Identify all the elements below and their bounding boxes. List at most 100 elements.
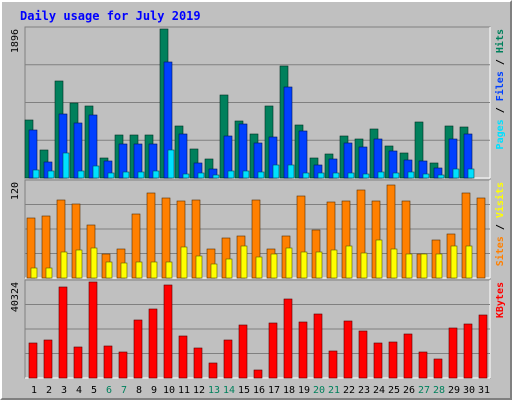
bar-visits-day-28	[435, 253, 443, 279]
bar-visits-day-21	[330, 249, 338, 279]
x-tick-label-day-19: 19	[298, 385, 310, 396]
bar-kbytes-day-23	[358, 330, 368, 379]
x-tick-label-day-14: 14	[223, 385, 235, 396]
bar-files-day-15	[238, 123, 248, 179]
bar-kbytes-day-11	[178, 335, 188, 379]
x-tick-label-day-15: 15	[238, 385, 250, 396]
legend-item: Sites	[494, 236, 506, 266]
bar-files-day-18	[283, 86, 293, 179]
x-tick-label-day-4: 4	[76, 385, 82, 396]
panel-kbytes-legend: KBytes	[495, 282, 506, 318]
bar-kbytes-day-28	[433, 358, 443, 379]
bar-visits-day-12	[195, 255, 203, 279]
legend-item: Visits	[494, 182, 506, 218]
x-tick-label-day-30: 30	[463, 385, 475, 396]
x-tick-label-day-29: 29	[448, 385, 460, 396]
legend-item: KBytes	[495, 282, 506, 318]
bar-pages-day-13	[212, 174, 220, 179]
bar-kbytes-day-20	[313, 313, 323, 379]
bar-pages-day-16	[257, 171, 265, 179]
bar-kbytes-day-19	[298, 321, 308, 379]
legend-item: /	[495, 53, 506, 71]
bar-visits-day-14	[225, 258, 233, 279]
x-tick-label-day-20: 20	[313, 385, 325, 396]
panel-visits-legend: Sites / Visits	[494, 182, 506, 266]
bar-kbytes-day-31	[478, 314, 488, 379]
bar-pages-day-24	[377, 171, 385, 179]
bar-pages-day-26	[407, 171, 415, 179]
chart-title: Daily usage for July 2019	[20, 9, 201, 23]
x-tick-label-day-1: 1	[31, 385, 37, 396]
bar-visits-day-29	[450, 245, 458, 279]
x-tick-label-day-12: 12	[193, 385, 205, 396]
bar-files-day-19	[298, 130, 308, 179]
bar-visits-day-13	[210, 263, 218, 279]
bar-pages-day-3	[62, 152, 70, 179]
bar-pages-day-11	[182, 173, 190, 179]
x-tick-label-day-18: 18	[283, 385, 295, 396]
x-tick-label-day-2: 2	[46, 385, 52, 396]
bar-pages-day-12	[197, 172, 205, 179]
bar-visits-day-4	[75, 249, 83, 279]
x-tick-label-day-9: 9	[151, 385, 157, 396]
bar-visits-day-1	[30, 267, 38, 279]
bar-visits-day-9	[150, 261, 158, 279]
bar-files-day-11	[178, 133, 188, 179]
bar-kbytes-day-16	[253, 369, 263, 379]
x-tick-label-day-31: 31	[478, 385, 490, 396]
bar-visits-day-27	[420, 253, 428, 279]
bar-kbytes-day-5	[88, 281, 98, 379]
bar-visits-day-22	[345, 245, 353, 279]
x-tick-label-day-16: 16	[253, 385, 265, 396]
bar-kbytes-day-30	[463, 323, 473, 379]
panel-kbytes-ymax-label: 40324	[10, 282, 21, 312]
bar-kbytes-day-18	[283, 298, 293, 379]
bar-visits-day-11	[180, 246, 188, 279]
bar-kbytes-day-21	[328, 350, 338, 379]
bar-visits-day-23	[360, 252, 368, 279]
bar-kbytes-day-26	[403, 333, 413, 379]
bar-pages-day-17	[272, 164, 280, 179]
bar-visits-day-25	[390, 248, 398, 279]
bar-kbytes-day-22	[343, 320, 353, 379]
x-tick-label-day-11: 11	[178, 385, 190, 396]
x-tick-label-day-8: 8	[136, 385, 142, 396]
bar-visits-day-16	[255, 256, 263, 279]
bar-pages-day-29	[452, 168, 460, 179]
bar-pages-day-9	[152, 170, 160, 179]
bar-kbytes-day-2	[43, 339, 53, 379]
bar-pages-day-25	[392, 172, 400, 179]
legend-item: /	[495, 218, 506, 236]
bar-pages-day-2	[47, 170, 55, 179]
bar-pages-day-23	[362, 173, 370, 179]
bar-kbytes-day-12	[193, 347, 203, 379]
bar-visits-day-8	[135, 261, 143, 279]
bar-pages-day-15	[242, 170, 250, 179]
bar-visits-day-24	[375, 239, 383, 279]
bar-files-day-23	[358, 146, 368, 179]
x-tick-label-day-26: 26	[403, 385, 415, 396]
bar-files-day-4	[73, 122, 83, 179]
bar-kbytes-day-25	[388, 341, 398, 379]
bar-pages-day-1	[32, 169, 40, 179]
bar-visits-day-3	[60, 251, 68, 279]
bar-kbytes-day-7	[118, 351, 128, 379]
bar-kbytes-day-10	[163, 284, 173, 379]
x-tick-label-day-13: 13	[208, 385, 220, 396]
bar-kbytes-day-14	[223, 339, 233, 379]
panel-hits-legend: Pages / Files / Hits	[494, 29, 506, 149]
x-tick-label-day-17: 17	[268, 385, 280, 396]
bar-pages-day-27	[422, 173, 430, 179]
bar-pages-day-20	[317, 172, 325, 179]
bar-pages-day-8	[137, 171, 145, 179]
legend-item: Pages	[495, 119, 506, 149]
x-tick-label-day-23: 23	[358, 385, 370, 396]
x-tick-label-day-7: 7	[121, 385, 127, 396]
bar-kbytes-day-6	[103, 345, 113, 379]
bar-pages-day-28	[437, 174, 445, 179]
bar-kbytes-day-17	[268, 322, 278, 379]
bar-visits-day-30	[465, 245, 473, 279]
bar-visits-day-2	[45, 267, 53, 279]
bar-visits-day-5	[90, 247, 98, 279]
